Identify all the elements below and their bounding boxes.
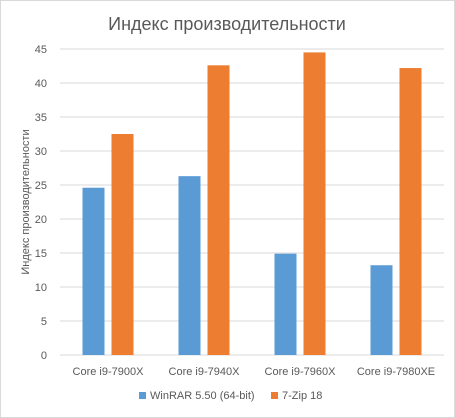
y-tick-label: 25	[35, 180, 47, 192]
legend-label: 7-Zip 18	[282, 390, 322, 402]
y-tick-label: 30	[35, 146, 47, 158]
y-tick-label: 10	[35, 282, 47, 294]
bar-2-1	[303, 52, 326, 356]
legend-label: WinRAR 5.50 (64-bit)	[150, 390, 255, 402]
y-axis-ticks: 0 5 10 15 20 25 30 35 40 45	[35, 44, 47, 362]
y-tick-label: 15	[35, 248, 47, 260]
x-tick-label: Core i9-7960X	[265, 366, 337, 378]
x-axis-ticks: Core i9-7900X Core i9-7940X Core i9-7960X C…	[73, 366, 436, 378]
bar-0-1	[111, 134, 134, 355]
legend-swatch-1	[271, 392, 278, 399]
bar-3-0	[370, 265, 393, 355]
legend: WinRAR 5.50 (64-bit) 7-Zip 18	[139, 390, 322, 402]
y-tick-label: 5	[41, 316, 47, 328]
y-tick-label: 45	[35, 44, 47, 56]
bar-1-0	[178, 176, 201, 355]
x-tick-label: Core i9-7940X	[169, 366, 241, 378]
legend-swatch-0	[139, 392, 146, 399]
y-tick-label: 40	[35, 78, 47, 90]
bar-1-1	[207, 65, 230, 355]
x-tick-label: Core i9-7900X	[73, 366, 145, 378]
bar-0-0	[82, 187, 105, 355]
y-axis-label: Индекс производительности	[20, 129, 32, 274]
y-tick-label: 35	[35, 112, 47, 124]
chart-title: Индекс производительности	[108, 14, 346, 34]
y-tick-label: 20	[35, 214, 47, 226]
bar-2-0	[274, 253, 297, 355]
y-tick-label: 0	[41, 350, 47, 362]
bars	[82, 52, 422, 356]
bar-3-1	[399, 68, 422, 355]
x-tick-label: Core i9-7980XE	[357, 366, 435, 378]
